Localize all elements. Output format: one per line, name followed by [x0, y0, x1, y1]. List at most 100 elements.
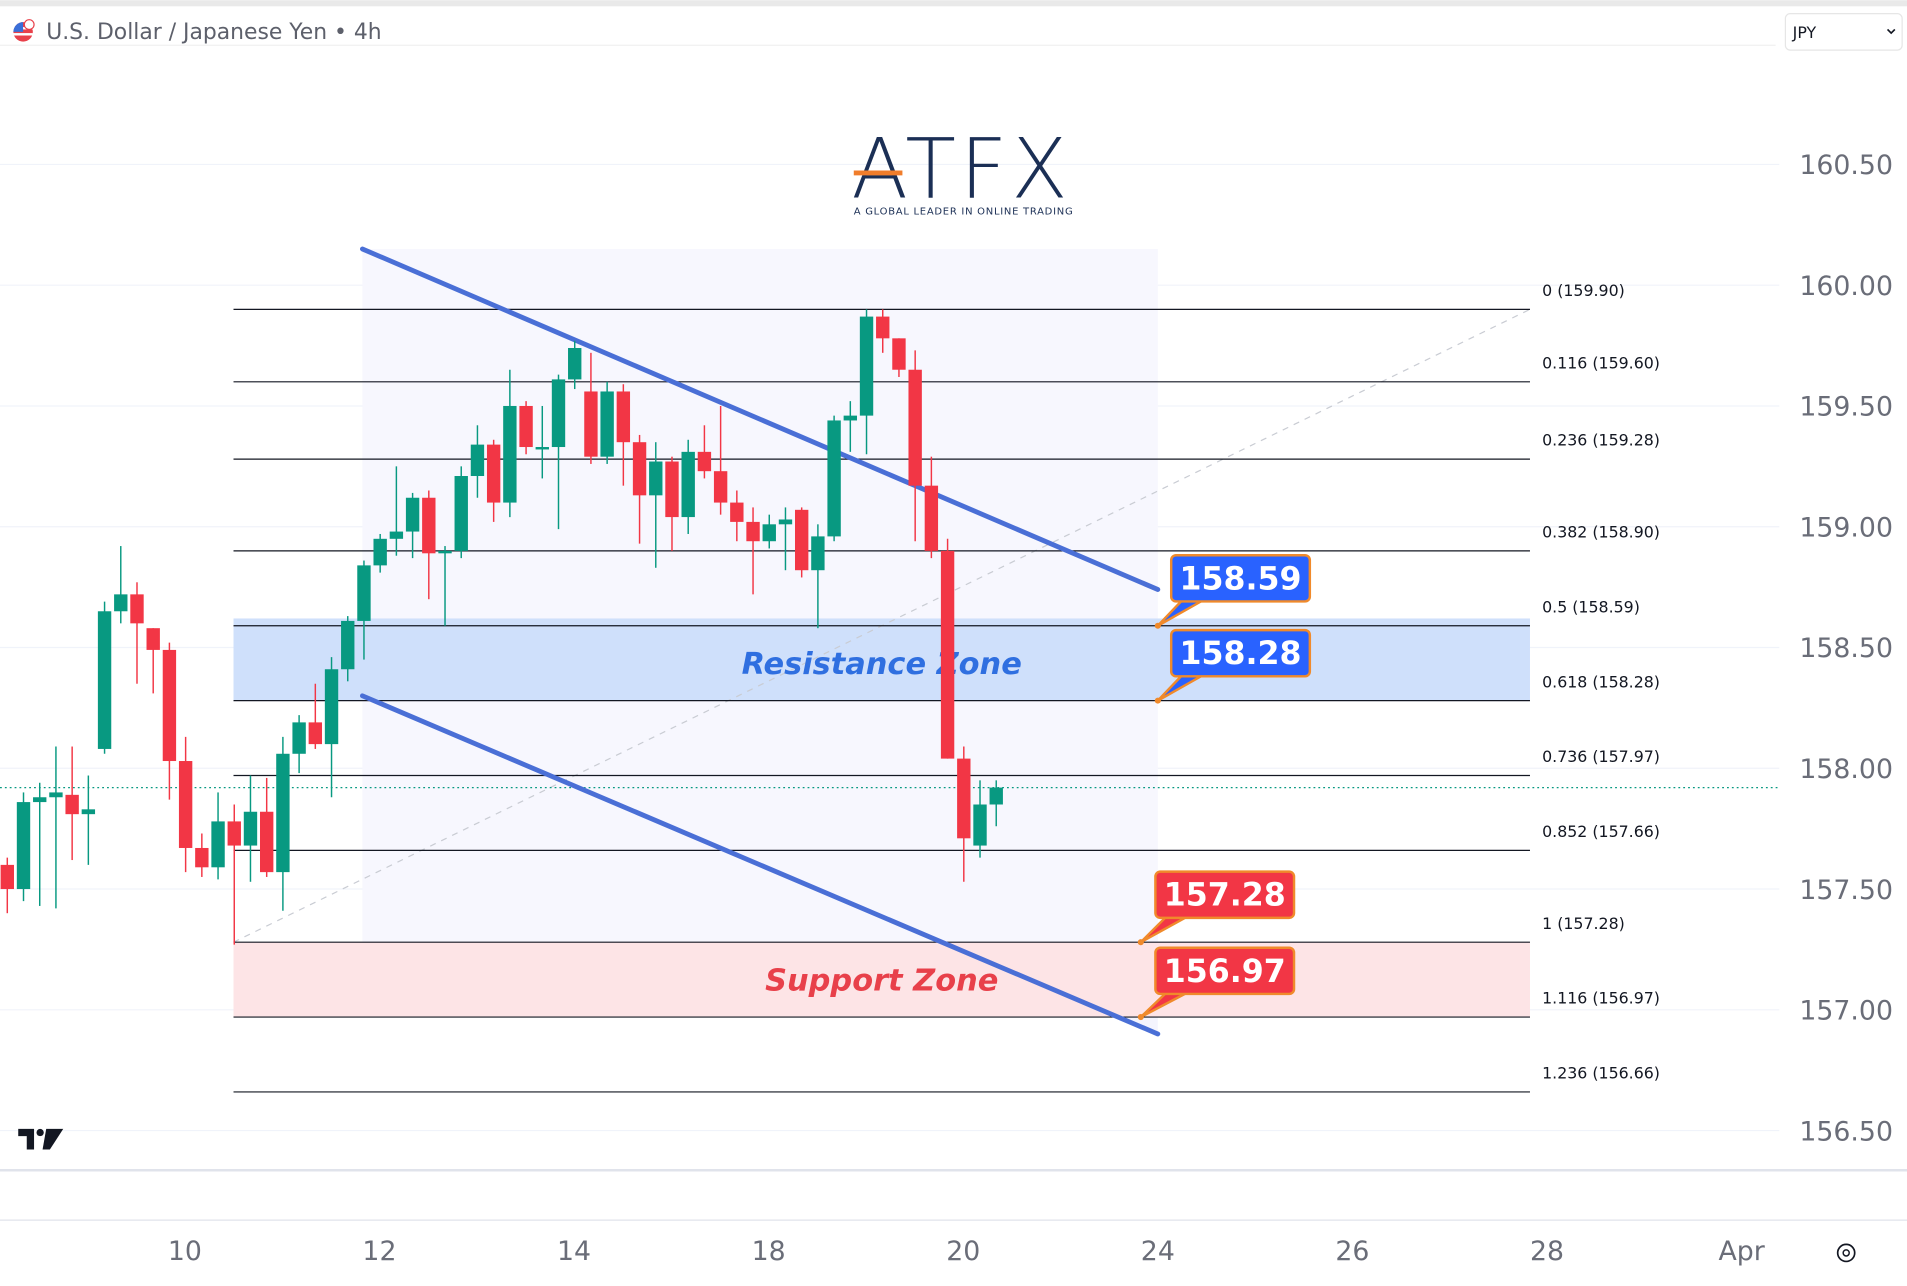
candle-body [341, 620, 355, 670]
fib-level-label: 0.382 (158.90) [1542, 523, 1660, 542]
fib-level-label: 1.116 (156.97) [1542, 989, 1660, 1008]
candle-up [568, 340, 582, 390]
candle-up [49, 746, 63, 909]
candle-down [584, 352, 598, 464]
price-axis-label: 157.50 [1799, 875, 1893, 906]
price-tag-box [1154, 870, 1296, 920]
candle-body [146, 628, 160, 650]
price-tag-label: 158.28 [1180, 636, 1302, 672]
candle-down [665, 456, 679, 551]
candle-body [665, 461, 679, 518]
currency-select[interactable]: JPY [1784, 13, 1903, 51]
price-axis-label: 158.50 [1799, 633, 1893, 664]
price-tag-anchor [1154, 622, 1161, 629]
candle-body [438, 550, 452, 554]
candle-body [276, 753, 290, 873]
candle-down [908, 350, 922, 542]
price-tag-label: 158.59 [1180, 561, 1302, 597]
candle-up [341, 616, 355, 682]
time-axis-label: 18 [752, 1236, 786, 1267]
candle-up [843, 401, 858, 452]
fib-level-label: 0 (159.90) [1542, 281, 1625, 300]
candle-up [405, 492, 420, 559]
candle-body [957, 758, 971, 839]
candle-up [81, 775, 96, 865]
candle-up [762, 514, 776, 549]
candle-body [649, 461, 663, 496]
candle-up [551, 374, 566, 530]
time-axis-label: 26 [1335, 1236, 1369, 1267]
candle-down [178, 736, 193, 873]
candle-body [33, 797, 47, 803]
candle-body [422, 497, 436, 554]
price-tag[interactable]: 158.59 [1154, 554, 1312, 629]
candle-up [470, 425, 485, 498]
candle-body [940, 550, 955, 759]
candle-down [746, 507, 760, 595]
candle-up [324, 657, 339, 798]
candle-down [308, 683, 323, 749]
candle-up [16, 792, 31, 902]
candle-down [0, 857, 14, 914]
candle-down [632, 434, 647, 544]
candle-up [243, 775, 258, 882]
candle-body [114, 594, 128, 612]
candle-body [405, 497, 420, 532]
price-axis-label: 159.50 [1799, 392, 1893, 423]
channel-upper-line [359, 246, 1161, 592]
price-tag[interactable]: 157.28 [1137, 870, 1296, 946]
candle-up [97, 601, 112, 754]
resistance-zone-label: Resistance Zone [742, 647, 1022, 682]
symbol-title: U.S. Dollar / Japanese Yen • 4h [46, 20, 381, 45]
candle-body [454, 476, 468, 551]
price-tag[interactable]: 156.97 [1137, 946, 1296, 1021]
candle-body [681, 451, 695, 518]
time-axis-label: Apr [1718, 1236, 1764, 1267]
candle-body [97, 611, 112, 749]
time-axis-label: 24 [1141, 1236, 1175, 1267]
candle-body [843, 415, 858, 421]
candle-body [908, 369, 922, 486]
candle-body [0, 864, 14, 890]
candle-body [519, 405, 533, 448]
time-axis-label: 28 [1530, 1236, 1564, 1267]
price-axis-label: 160.00 [1799, 271, 1893, 302]
candle-body [259, 811, 274, 873]
candle-down [195, 833, 209, 877]
candle-up [33, 782, 47, 906]
candle-down [227, 804, 241, 945]
candle-up [373, 533, 387, 573]
candle-up [211, 792, 225, 880]
candle-body [486, 444, 501, 503]
candle-body [195, 847, 209, 868]
candle-body [811, 536, 825, 571]
price-tag[interactable]: 158.28 [1154, 628, 1312, 704]
candle-body [892, 338, 906, 370]
candle-body [584, 391, 598, 457]
price-axis-label: 157.00 [1799, 996, 1893, 1027]
candle-body [49, 792, 63, 798]
candle-up [389, 466, 404, 556]
candle-up [438, 546, 452, 626]
settings-gear-icon[interactable] [1836, 1243, 1856, 1263]
candle-up [600, 381, 614, 464]
fib-level-label: 0.736 (157.97) [1542, 747, 1660, 766]
candle-down [957, 746, 971, 882]
candle-down [892, 338, 906, 377]
candle-body [16, 802, 31, 890]
candle-up [989, 780, 1003, 827]
candle-down [486, 439, 501, 522]
candle-down [794, 507, 809, 578]
candle-body [243, 811, 258, 846]
candle-body [924, 485, 939, 551]
candle-body [292, 722, 306, 754]
candle-up [454, 466, 468, 559]
tradingview-logo [18, 1128, 64, 1150]
candle-down [65, 746, 79, 861]
candle-down [422, 490, 436, 600]
candle-body [989, 787, 1003, 805]
candle-body [568, 347, 582, 380]
candle-up [973, 780, 987, 858]
candle-body [713, 471, 728, 503]
